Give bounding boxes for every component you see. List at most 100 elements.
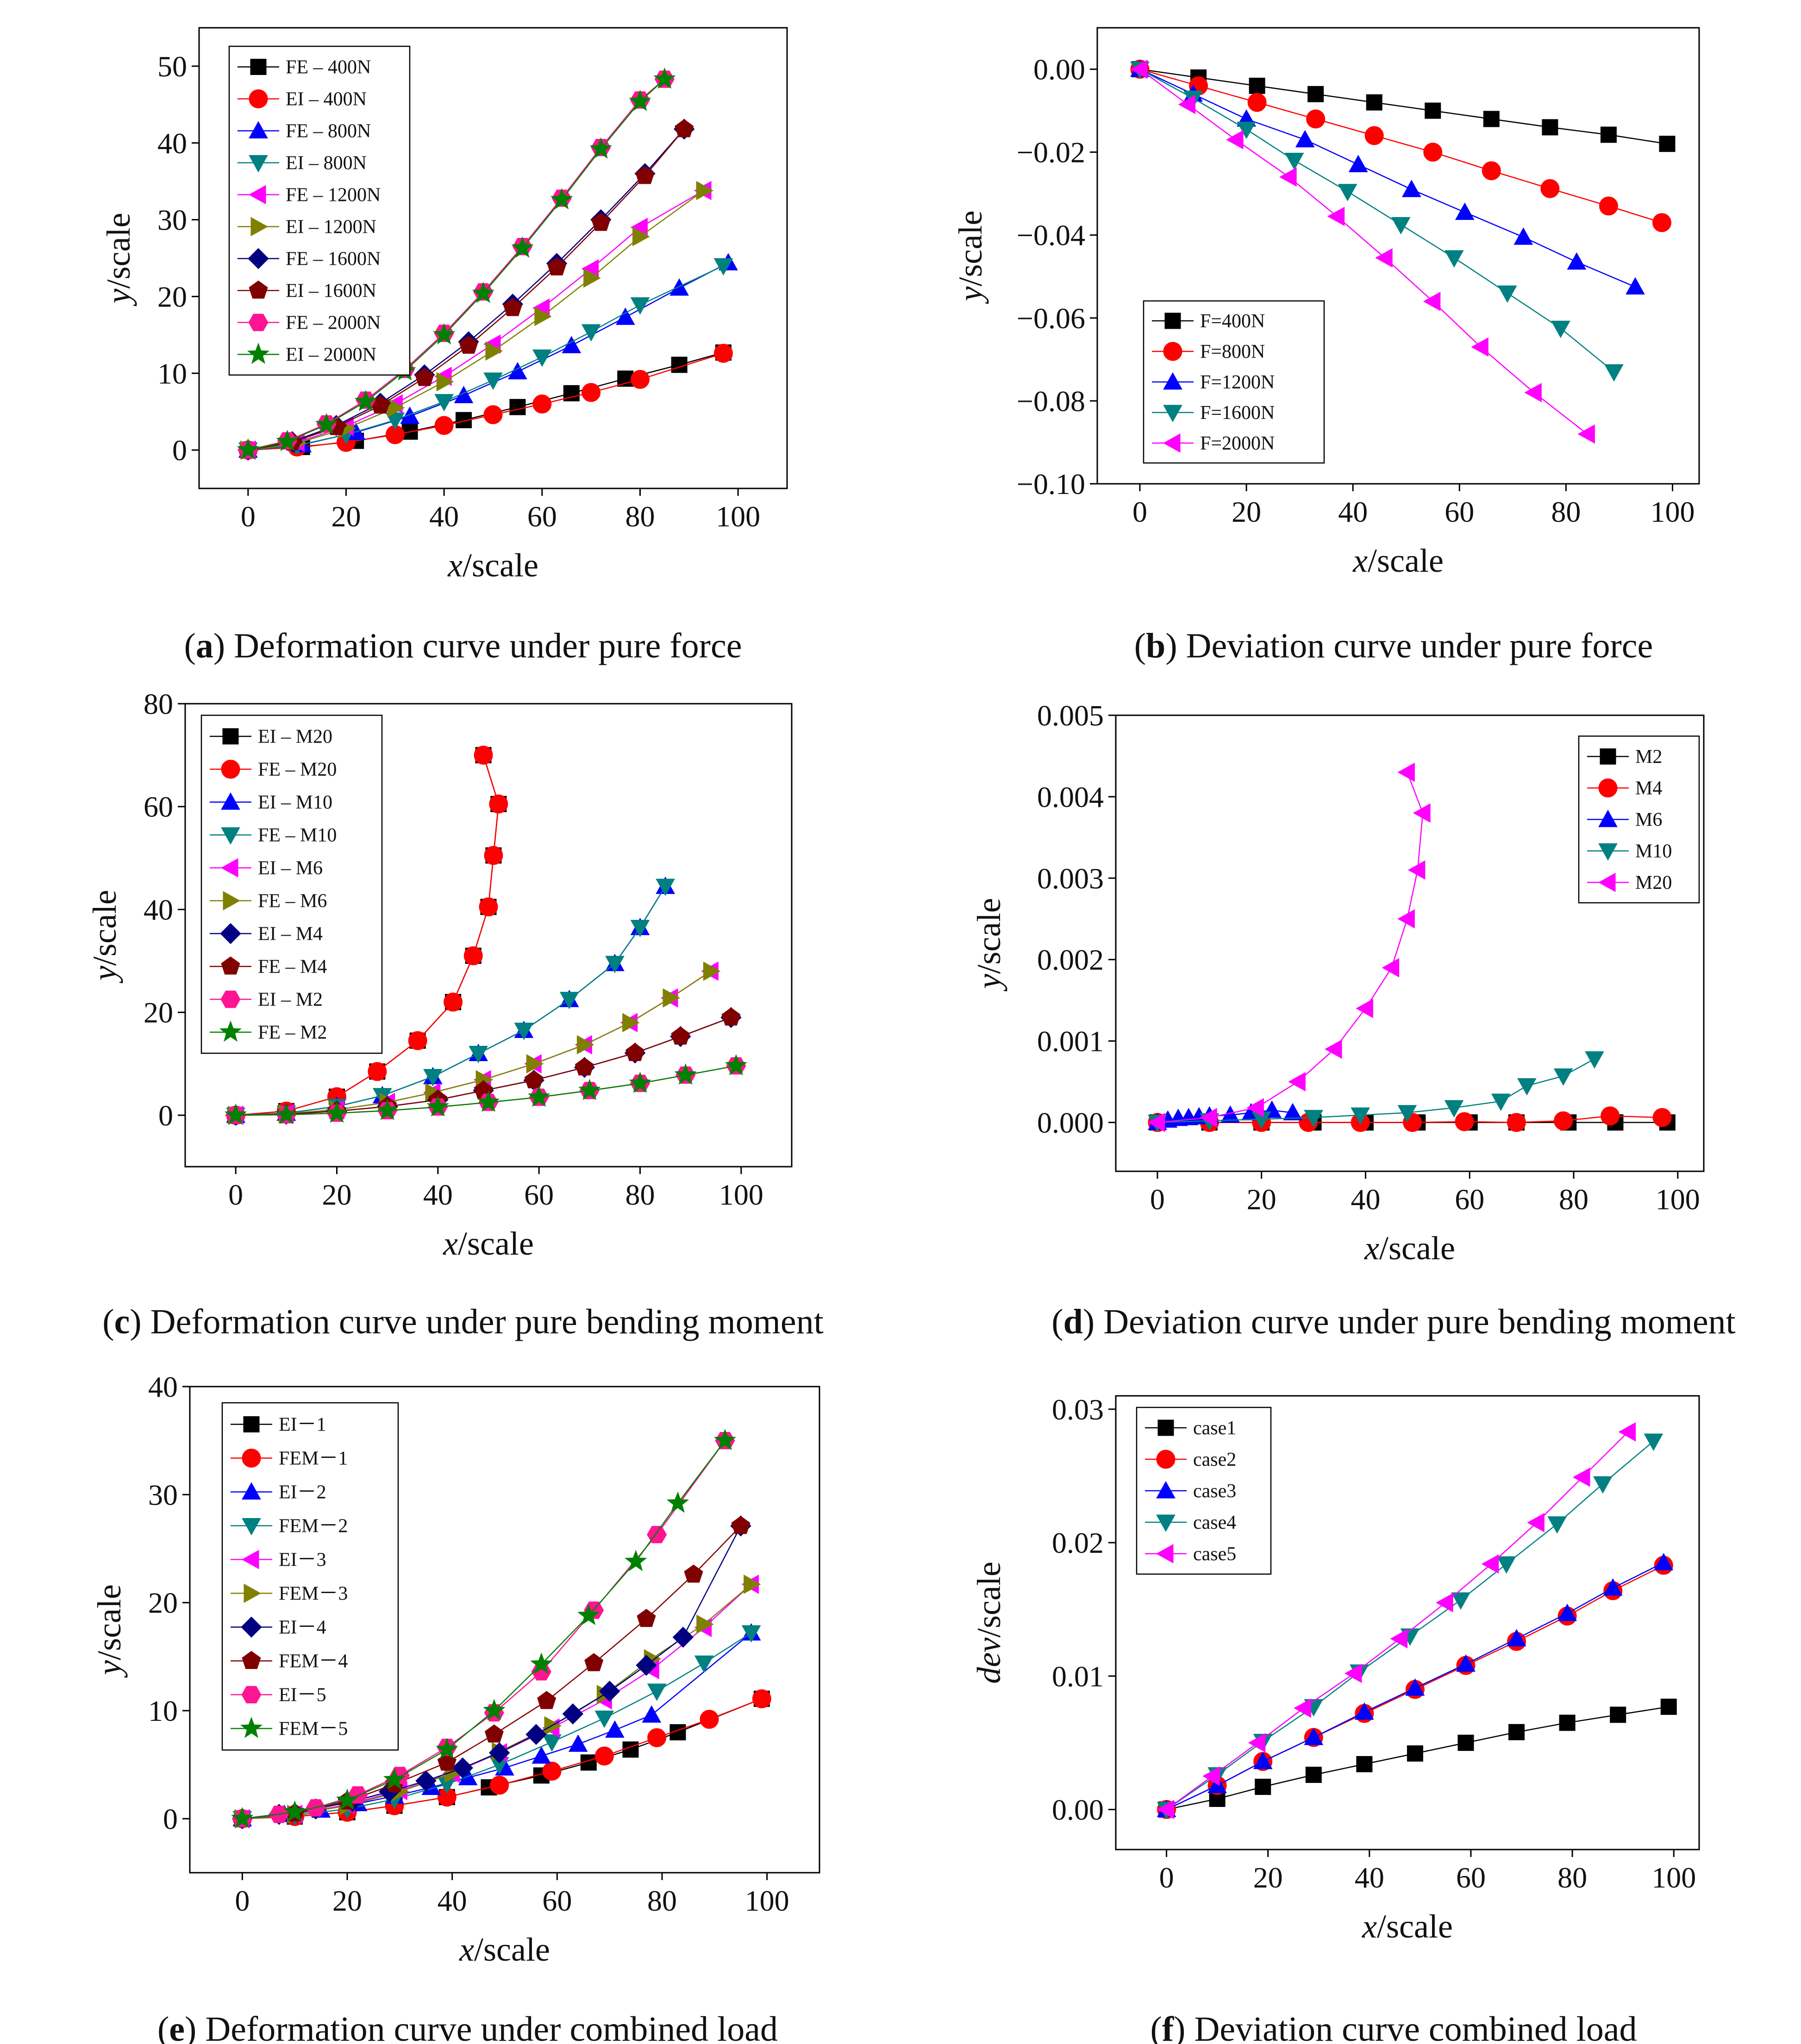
series-line [1139,69,1614,373]
legend-item: FEM－1 [231,1448,348,1469]
x-tick-label: 20 [331,500,361,533]
legend-item: FE – M4 [210,956,327,978]
data-point [1307,86,1324,102]
legend-label: F=1200N [1200,372,1275,393]
legend-item: EI－3 [231,1550,326,1571]
data-point [594,1746,614,1766]
data-point [581,324,601,342]
data-point [423,1069,443,1087]
x-tick-label: 20 [322,1178,352,1211]
legend-item: FEM－5 [231,1717,348,1740]
data-point [514,1023,534,1040]
legend-marker [242,1518,261,1536]
x-tick-label: 60 [1455,1183,1484,1216]
x-tick-label: 40 [1355,1861,1384,1894]
legend-label: EI－1 [279,1414,326,1436]
data-point [400,406,419,424]
data-point [336,1788,359,1810]
data-point [1444,1100,1464,1118]
legend-item: FE – M20 [210,759,337,781]
data-point [368,1062,387,1081]
data-point [444,992,463,1012]
x-tick-label: 40 [423,1178,453,1211]
panel-c: 0 20 40 60 80 100 0 20 40 60 80 x/scale y/scale EI – … [86,688,824,1341]
y-tick-label: 0.00 [1052,1794,1104,1826]
series-case3 [1157,1553,1674,1818]
legend-marker [1156,1481,1176,1499]
legend-marker [221,760,240,779]
x-tick-label: 100 [716,500,760,533]
legend-item: FE – 2000N [238,313,381,334]
legend-marker [243,1416,260,1432]
data-point [1436,1593,1453,1613]
data-point [1344,1663,1362,1683]
x-tick-label: 40 [438,1884,467,1917]
data-point [625,1550,647,1571]
data-point [483,372,503,390]
series-F=2000N [1130,59,1595,444]
legend-item: case3 [1145,1481,1236,1502]
data-point [1390,1629,1408,1649]
data-point [452,1757,474,1779]
y-tick-label: 0.001 [1037,1025,1104,1058]
data-point [488,1742,510,1763]
y-tick-label: 0.01 [1052,1660,1104,1693]
data-point [1423,292,1441,311]
data-point [472,281,495,303]
legend-label: FE – 800N [286,121,371,142]
legend-label: FE – 400N [286,57,371,78]
data-point [1593,1476,1613,1494]
x-tick-label: 60 [527,500,557,533]
legend-marker [248,248,269,269]
y-tick-label: 40 [148,1370,178,1403]
data-point [485,341,503,361]
data-point [426,1095,450,1117]
data-point [511,236,534,258]
data-point [594,1710,614,1728]
x-tick-label: 0 [1159,1861,1174,1894]
legend-item: EI－4 [231,1616,326,1638]
legend-marker [247,343,270,364]
data-point [671,1026,690,1045]
data-point [415,368,434,386]
legend-item: EI – M6 [210,858,323,879]
data-point [1491,1094,1511,1111]
y-tick-label: 40 [157,127,187,160]
legend-label: F=400N [1200,311,1265,332]
legend-marker [250,217,269,237]
data-point [1397,1105,1417,1123]
data-point [1604,364,1624,382]
data-point [527,1085,550,1107]
legend-marker [249,280,268,299]
series-line [248,352,724,451]
data-point [1483,111,1500,127]
data-point [526,1054,544,1074]
y-tick-label: 80 [144,688,173,720]
data-point [434,394,454,412]
y-tick-label: 0.004 [1037,781,1104,813]
panel-b: 0 20 40 60 80 100 0.00 −0.02 −0.04 −0.06 −0.08 −0.1… [952,27,1700,665]
legend-marker [220,858,238,878]
legend-marker [249,121,268,138]
panel-e: 0 20 40 60 80 100 0 10 20 30 40 x/scale y/scale EI－1 F… [91,1370,820,2044]
data-point [1200,1108,1217,1127]
data-point [1557,1603,1577,1621]
data-point [578,1079,601,1100]
x-tick-label: 20 [1253,1861,1283,1894]
data-point [1618,1422,1636,1442]
x-tick-label: 40 [429,500,459,533]
x-tick-label: 20 [332,1884,362,1917]
data-point [752,1689,771,1708]
legend-item: case2 [1145,1449,1236,1470]
data-point [1356,999,1373,1019]
y-tick-label: 0 [172,434,187,467]
data-point [1660,1699,1677,1715]
data-point [1451,1592,1470,1610]
data-point [1444,250,1464,268]
legend-marker [1163,342,1182,361]
legend-marker [221,827,240,845]
data-point [224,1103,247,1125]
legend-label: case1 [1193,1418,1236,1439]
legend-marker [1598,873,1616,892]
